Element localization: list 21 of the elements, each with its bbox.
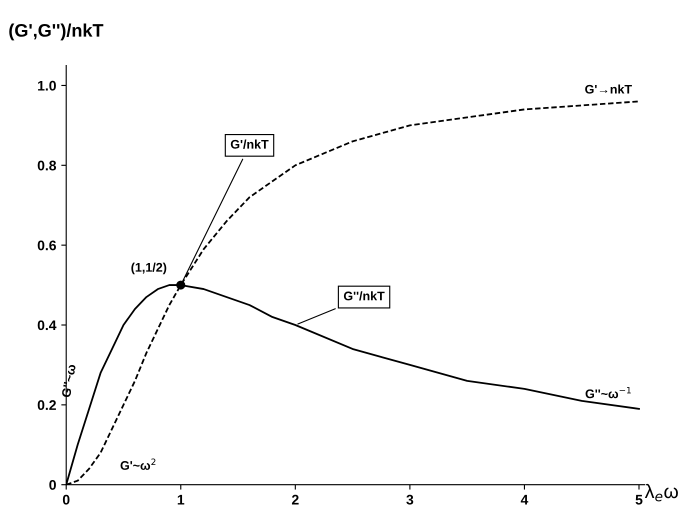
y-tick-label: 0 <box>49 480 56 490</box>
y-tick-label: 0.8 <box>38 160 56 170</box>
annotation: G'→nkT <box>585 84 632 94</box>
x-axis-title: λ$_{e}$ω <box>644 484 678 502</box>
annotation: G''~ω <box>61 364 76 398</box>
y-tick-label: 0.6 <box>38 240 56 250</box>
y-tick-label: 1.0 <box>38 80 56 91</box>
y-tick-label: 0.4 <box>38 320 56 330</box>
y-tick-label: 0.2 <box>38 400 56 410</box>
y-axis-title: (G',G'')/nkT <box>9 24 104 40</box>
text: G''/nkT <box>344 291 385 301</box>
x-tick-label: 0 <box>62 494 70 505</box>
annotation: G'~ω$^{2}$ <box>120 458 156 470</box>
annotation: G''~ω$^{−1}$ <box>586 386 631 398</box>
x-tick-label: 4 <box>520 494 528 504</box>
x-tick-label: 5 <box>636 494 642 505</box>
x-tick-label: 3 <box>406 494 414 505</box>
text: G'/nkT <box>230 140 269 149</box>
x-tick-label: 2 <box>292 494 299 504</box>
annotation: (1,1/2) <box>131 262 166 274</box>
x-tick-label: 1 <box>178 494 184 504</box>
